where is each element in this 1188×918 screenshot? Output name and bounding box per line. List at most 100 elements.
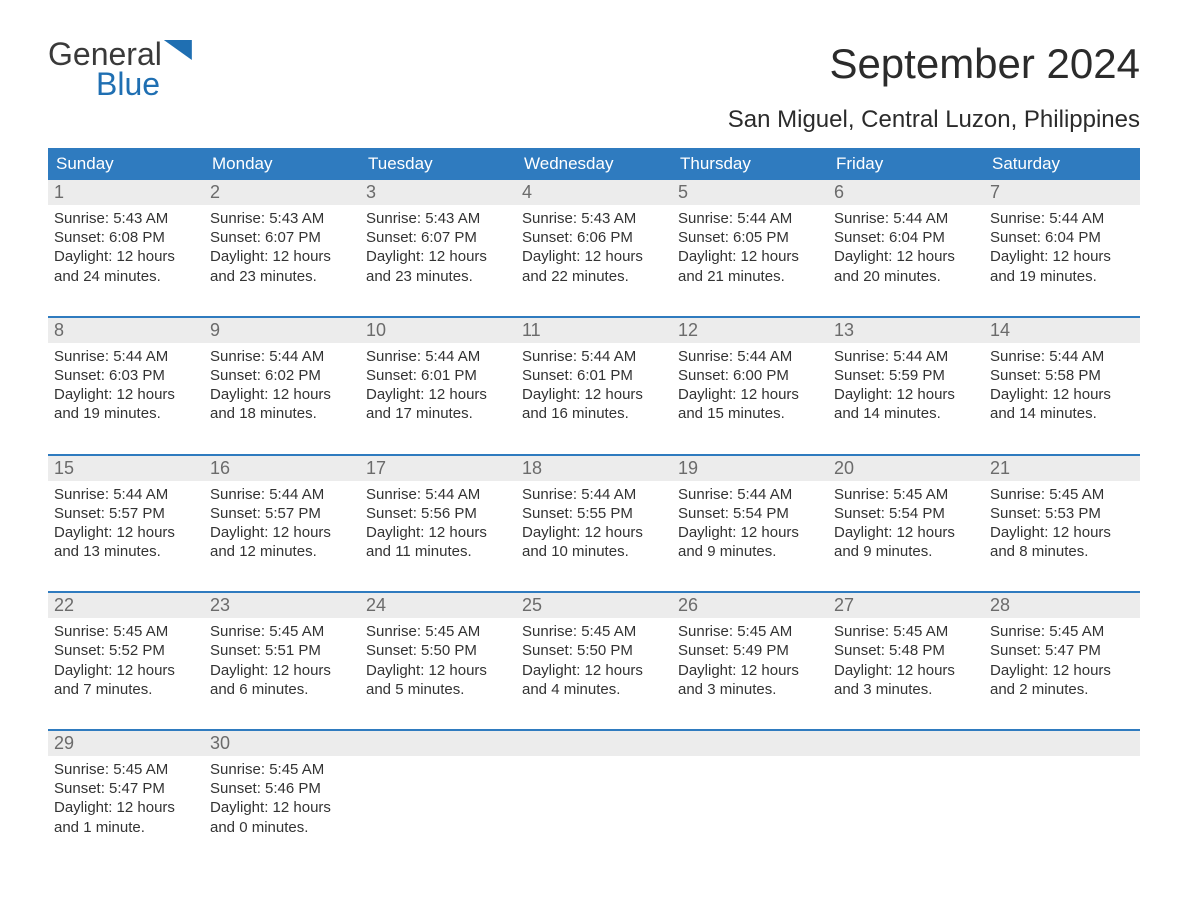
cell-sunrise: Sunrise: 5:45 AM bbox=[834, 622, 978, 641]
cell-d1: Daylight: 12 hours bbox=[210, 523, 354, 542]
calendar-cell: Sunrise: 5:44 AMSunset: 6:01 PMDaylight:… bbox=[516, 343, 672, 430]
cell-sunset: Sunset: 5:49 PM bbox=[678, 641, 822, 660]
cell-d1: Daylight: 12 hours bbox=[366, 385, 510, 404]
cell-d1: Daylight: 12 hours bbox=[522, 385, 666, 404]
calendar-cell: Sunrise: 5:44 AMSunset: 5:59 PMDaylight:… bbox=[828, 343, 984, 430]
cell-d2: and 23 minutes. bbox=[210, 267, 354, 286]
calendar-cell: Sunrise: 5:44 AMSunset: 5:54 PMDaylight:… bbox=[672, 481, 828, 568]
day-number bbox=[672, 731, 828, 756]
cell-d1: Daylight: 12 hours bbox=[522, 661, 666, 680]
cell-sunrise: Sunrise: 5:45 AM bbox=[366, 622, 510, 641]
cell-sunset: Sunset: 6:07 PM bbox=[366, 228, 510, 247]
cell-d1: Daylight: 12 hours bbox=[990, 523, 1134, 542]
cell-d2: and 21 minutes. bbox=[678, 267, 822, 286]
cell-sunset: Sunset: 5:47 PM bbox=[54, 779, 198, 798]
cell-d2: and 19 minutes. bbox=[990, 267, 1134, 286]
logo-text: General Blue bbox=[48, 40, 192, 100]
cell-d2: and 22 minutes. bbox=[522, 267, 666, 286]
cell-sunrise: Sunrise: 5:45 AM bbox=[210, 760, 354, 779]
cell-sunset: Sunset: 5:50 PM bbox=[522, 641, 666, 660]
cell-sunset: Sunset: 5:59 PM bbox=[834, 366, 978, 385]
cell-sunrise: Sunrise: 5:44 AM bbox=[366, 485, 510, 504]
calendar-cell: Sunrise: 5:43 AMSunset: 6:07 PMDaylight:… bbox=[360, 205, 516, 292]
calendar-cell: Sunrise: 5:44 AMSunset: 6:04 PMDaylight:… bbox=[984, 205, 1140, 292]
day-number: 12 bbox=[672, 318, 828, 343]
cell-sunset: Sunset: 5:48 PM bbox=[834, 641, 978, 660]
calendar-week: 1234567Sunrise: 5:43 AMSunset: 6:08 PMDa… bbox=[48, 180, 1140, 292]
cell-sunrise: Sunrise: 5:45 AM bbox=[54, 622, 198, 641]
day-number: 11 bbox=[516, 318, 672, 343]
calendar-cell: Sunrise: 5:45 AMSunset: 5:54 PMDaylight:… bbox=[828, 481, 984, 568]
cell-d1: Daylight: 12 hours bbox=[522, 523, 666, 542]
cell-sunrise: Sunrise: 5:45 AM bbox=[678, 622, 822, 641]
cell-d2: and 8 minutes. bbox=[990, 542, 1134, 561]
day-number: 13 bbox=[828, 318, 984, 343]
day-number: 5 bbox=[672, 180, 828, 205]
calendar-cell: Sunrise: 5:45 AMSunset: 5:52 PMDaylight:… bbox=[48, 618, 204, 705]
cell-d1: Daylight: 12 hours bbox=[210, 385, 354, 404]
cell-d2: and 11 minutes. bbox=[366, 542, 510, 561]
calendar-cell: Sunrise: 5:44 AMSunset: 5:57 PMDaylight:… bbox=[204, 481, 360, 568]
cell-sunrise: Sunrise: 5:44 AM bbox=[522, 347, 666, 366]
cell-d1: Daylight: 12 hours bbox=[834, 247, 978, 266]
weeks-container: 1234567Sunrise: 5:43 AMSunset: 6:08 PMDa… bbox=[48, 180, 1140, 843]
cell-sunrise: Sunrise: 5:45 AM bbox=[834, 485, 978, 504]
cell-d2: and 14 minutes. bbox=[834, 404, 978, 423]
calendar-week: 2930Sunrise: 5:45 AMSunset: 5:47 PMDayli… bbox=[48, 729, 1140, 843]
cell-sunrise: Sunrise: 5:44 AM bbox=[54, 485, 198, 504]
cell-sunrise: Sunrise: 5:44 AM bbox=[210, 485, 354, 504]
day-number: 28 bbox=[984, 593, 1140, 618]
cell-d1: Daylight: 12 hours bbox=[54, 661, 198, 680]
cell-d1: Daylight: 12 hours bbox=[366, 523, 510, 542]
day-number: 9 bbox=[204, 318, 360, 343]
cell-sunset: Sunset: 6:06 PM bbox=[522, 228, 666, 247]
cell-d1: Daylight: 12 hours bbox=[678, 523, 822, 542]
cell-d2: and 6 minutes. bbox=[210, 680, 354, 699]
calendar-cell bbox=[672, 756, 828, 843]
daynum-row: 1234567 bbox=[48, 180, 1140, 205]
cell-sunrise: Sunrise: 5:44 AM bbox=[834, 209, 978, 228]
cell-d1: Daylight: 12 hours bbox=[834, 661, 978, 680]
cell-sunset: Sunset: 6:07 PM bbox=[210, 228, 354, 247]
cell-d2: and 12 minutes. bbox=[210, 542, 354, 561]
calendar-cell: Sunrise: 5:44 AMSunset: 6:01 PMDaylight:… bbox=[360, 343, 516, 430]
cell-sunset: Sunset: 6:01 PM bbox=[522, 366, 666, 385]
day-number: 24 bbox=[360, 593, 516, 618]
day-number: 26 bbox=[672, 593, 828, 618]
day-number: 21 bbox=[984, 456, 1140, 481]
cell-sunrise: Sunrise: 5:45 AM bbox=[522, 622, 666, 641]
cell-d2: and 9 minutes. bbox=[834, 542, 978, 561]
cell-d1: Daylight: 12 hours bbox=[990, 247, 1134, 266]
cell-d1: Daylight: 12 hours bbox=[210, 798, 354, 817]
cell-sunset: Sunset: 5:55 PM bbox=[522, 504, 666, 523]
calendar-cell: Sunrise: 5:44 AMSunset: 5:58 PMDaylight:… bbox=[984, 343, 1140, 430]
day-number: 18 bbox=[516, 456, 672, 481]
cell-d1: Daylight: 12 hours bbox=[990, 385, 1134, 404]
cell-sunset: Sunset: 5:50 PM bbox=[366, 641, 510, 660]
cell-sunrise: Sunrise: 5:44 AM bbox=[678, 347, 822, 366]
cell-sunset: Sunset: 5:51 PM bbox=[210, 641, 354, 660]
calendar-cell: Sunrise: 5:45 AMSunset: 5:53 PMDaylight:… bbox=[984, 481, 1140, 568]
calendar-cell: Sunrise: 5:45 AMSunset: 5:47 PMDaylight:… bbox=[984, 618, 1140, 705]
cell-d2: and 18 minutes. bbox=[210, 404, 354, 423]
day-number: 25 bbox=[516, 593, 672, 618]
cell-d2: and 16 minutes. bbox=[522, 404, 666, 423]
day-number bbox=[828, 731, 984, 756]
cell-d2: and 15 minutes. bbox=[678, 404, 822, 423]
calendar-cell: Sunrise: 5:44 AMSunset: 6:02 PMDaylight:… bbox=[204, 343, 360, 430]
day-number: 1 bbox=[48, 180, 204, 205]
cell-sunset: Sunset: 5:47 PM bbox=[990, 641, 1134, 660]
daynum-row: 22232425262728 bbox=[48, 593, 1140, 618]
cell-sunset: Sunset: 5:57 PM bbox=[54, 504, 198, 523]
cell-d1: Daylight: 12 hours bbox=[834, 523, 978, 542]
calendar-cell: Sunrise: 5:44 AMSunset: 6:04 PMDaylight:… bbox=[828, 205, 984, 292]
day-number: 4 bbox=[516, 180, 672, 205]
cell-d2: and 5 minutes. bbox=[366, 680, 510, 699]
calendar-cell: Sunrise: 5:45 AMSunset: 5:46 PMDaylight:… bbox=[204, 756, 360, 843]
cell-d1: Daylight: 12 hours bbox=[678, 247, 822, 266]
cell-sunrise: Sunrise: 5:43 AM bbox=[366, 209, 510, 228]
cell-d1: Daylight: 12 hours bbox=[678, 385, 822, 404]
calendar-cell bbox=[984, 756, 1140, 843]
calendar-week: 22232425262728Sunrise: 5:45 AMSunset: 5:… bbox=[48, 591, 1140, 705]
page-title: September 2024 bbox=[829, 40, 1140, 88]
